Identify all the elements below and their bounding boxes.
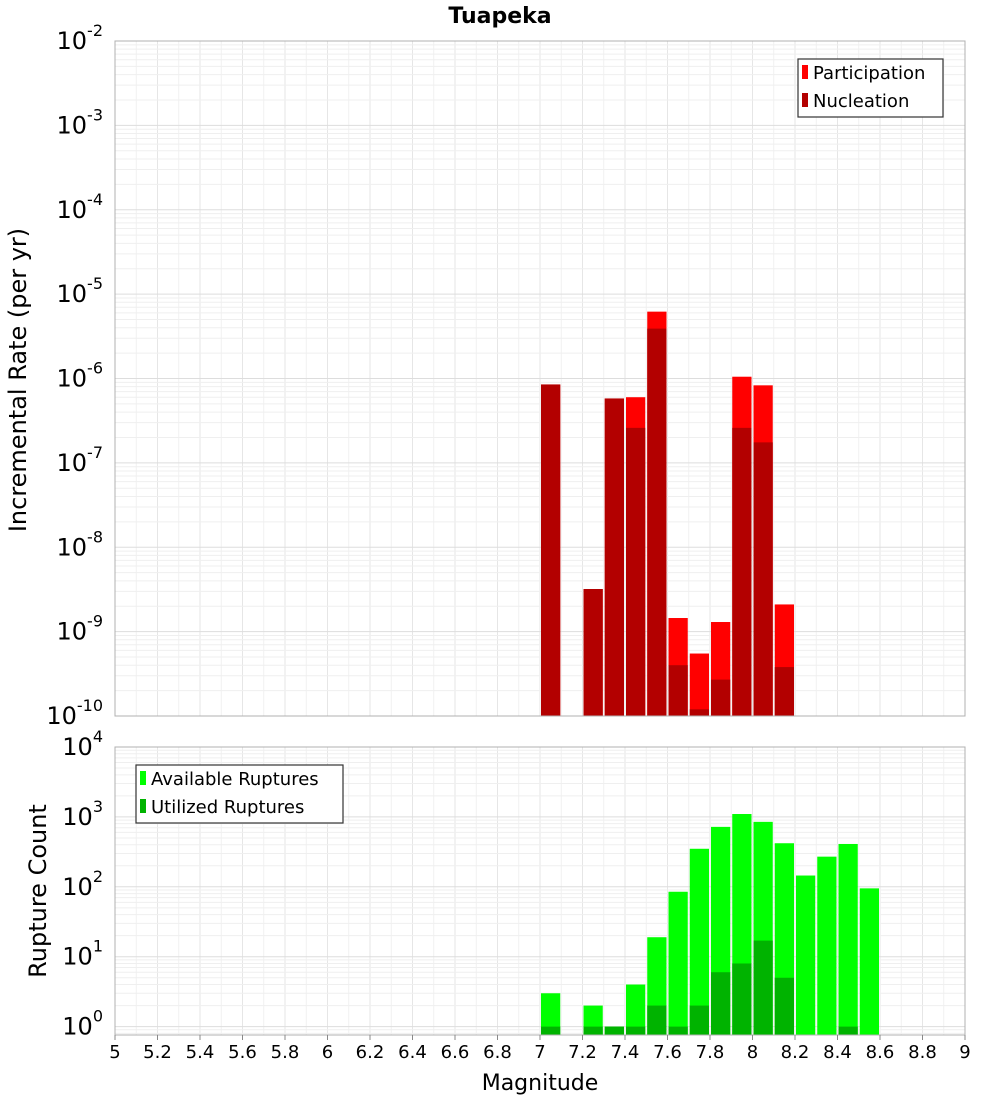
legend-swatch	[140, 771, 146, 785]
top-bar-series2	[689, 709, 709, 716]
x-tick-label: 7.4	[611, 1042, 640, 1063]
top-y-tick-label: 10-2	[57, 21, 104, 55]
legend-label: Participation	[813, 63, 925, 84]
bottom-y-tick-label: 104	[62, 727, 103, 761]
x-tick-label: 8.6	[866, 1042, 895, 1063]
x-axis-label: Magnitude	[482, 1071, 599, 1096]
bottom-legend: Available Ruptures Utilized Ruptures	[135, 764, 344, 824]
top-y-tick-label: 10-10	[46, 696, 103, 730]
bottom-bar-series2	[732, 963, 752, 1035]
bottom-bar-series1	[817, 856, 837, 1035]
bottom-bar-series2	[753, 940, 773, 1035]
x-tick-label: 5.4	[186, 1042, 215, 1063]
top-y-tick-label: 10-7	[57, 443, 104, 477]
bottom-y-tick-label: 103	[62, 797, 103, 831]
x-tick-label: 6.8	[483, 1042, 512, 1063]
x-tick-label: 7.2	[568, 1042, 597, 1063]
top-bar-series2	[583, 589, 603, 716]
top-bar-series2	[753, 442, 773, 716]
x-tick-label: 5.6	[228, 1042, 257, 1063]
top-y-tick-label: 10-4	[57, 190, 104, 224]
bottom-bar-series2	[583, 1026, 603, 1035]
top-bar-series2	[541, 384, 561, 716]
bottom-bar-series1	[796, 875, 816, 1035]
top-bar-series2	[647, 328, 667, 716]
top-plot-area: 10-10 10-9 10-8 10-7 10-6 10-5 10-4 10-3 10-2 Par…	[46, 21, 966, 730]
top-bar-series1	[689, 653, 709, 716]
x-tick-label: 7.6	[653, 1042, 682, 1063]
top-y-tick-label: 10-9	[57, 612, 104, 646]
bottom-y-tick-label: 102	[62, 867, 103, 901]
legend-swatch	[802, 93, 808, 107]
top-bar-series2	[668, 665, 688, 716]
x-tick-label: 9	[959, 1042, 970, 1063]
legend-swatch	[802, 65, 808, 79]
bottom-bar-series2	[838, 1026, 858, 1035]
bottom-bar-series2	[689, 1005, 709, 1035]
legend-label: Utilized Ruptures	[151, 797, 304, 818]
bottom-bar-series2	[711, 972, 731, 1035]
top-y-tick-label: 10-5	[57, 274, 104, 308]
bottom-y-tick-label: 100	[62, 1007, 103, 1041]
bottom-bar-series1	[859, 888, 879, 1035]
top-bar-series2	[711, 679, 731, 716]
x-tick-label: 7	[534, 1042, 545, 1063]
top-y-axis-label: Incremental Rate (per yr)	[4, 228, 32, 532]
bottom-bar-series2	[647, 1005, 667, 1035]
bottom-bar-series1	[626, 984, 646, 1035]
legend-label: Nucleation	[813, 91, 909, 112]
bottom-bar-series1	[838, 843, 858, 1035]
bottom-bar-series2	[604, 1026, 624, 1035]
x-tick-label: 5.8	[271, 1042, 300, 1063]
x-tick-label: 5.2	[143, 1042, 172, 1063]
x-tick-label: 6.2	[356, 1042, 385, 1063]
bottom-bar-series2	[626, 1026, 646, 1035]
bottom-bar-series1	[541, 993, 561, 1035]
bottom-bar-series2	[541, 1026, 561, 1035]
chart-title: Tuapeka	[448, 4, 551, 29]
x-tick-label: 7.8	[696, 1042, 725, 1063]
bottom-bar-series2	[774, 977, 794, 1035]
legend-label: Available Ruptures	[151, 769, 319, 790]
top-legend: Participation Nucleation	[797, 58, 944, 118]
x-tick-label: 6.4	[398, 1042, 427, 1063]
top-bar-series2	[774, 667, 794, 716]
top-plot-frame	[114, 40, 966, 717]
x-tick-label: 8	[747, 1042, 758, 1063]
bottom-bar-series2	[668, 1026, 688, 1035]
x-tick-label: 6.6	[441, 1042, 470, 1063]
x-tick-label: 6	[322, 1042, 333, 1063]
top-bar-series2	[626, 427, 646, 716]
x-tick-label: 8.4	[823, 1042, 852, 1063]
x-tick-label: 5	[109, 1042, 120, 1063]
legend-swatch	[140, 799, 146, 813]
top-y-tick-label: 10-6	[57, 359, 104, 393]
top-y-tick-label: 10-3	[57, 105, 104, 139]
bottom-y-tick-label: 101	[62, 937, 103, 971]
bottom-y-axis-label: Rupture Count	[24, 804, 52, 978]
top-y-tick-label: 10-8	[57, 527, 104, 561]
top-bar-series2	[732, 427, 752, 716]
bottom-bar-series1	[689, 848, 709, 1035]
x-tick-label: 8.2	[781, 1042, 810, 1063]
top-bar-series2	[604, 398, 624, 716]
x-tick-label: 8.8	[908, 1042, 937, 1063]
bottom-bar-series1	[668, 891, 688, 1035]
bottom-plot-area: 100 101 102 103 104 Available Ruptures Utilize…	[62, 727, 970, 1063]
